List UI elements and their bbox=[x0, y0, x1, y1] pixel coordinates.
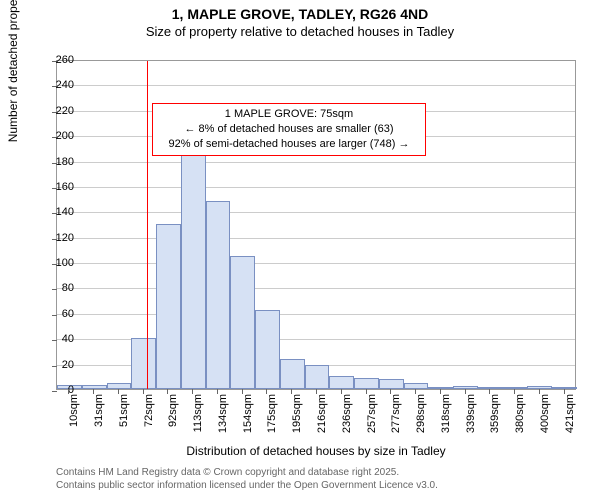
x-tick-label: 216sqm bbox=[316, 394, 328, 444]
x-tick-label: 10sqm bbox=[68, 394, 80, 444]
histogram-bar bbox=[206, 201, 231, 389]
y-tick-label: 100 bbox=[44, 257, 74, 269]
histogram-bar bbox=[552, 387, 577, 389]
y-tick-label: 160 bbox=[44, 181, 74, 193]
grid-line bbox=[57, 85, 575, 86]
grid-line bbox=[57, 212, 575, 213]
x-tick-label: 359sqm bbox=[489, 394, 501, 444]
x-tick-label: 175sqm bbox=[266, 394, 278, 444]
histogram-bar bbox=[156, 224, 181, 389]
histogram-bar bbox=[379, 379, 404, 389]
x-tick-label: 31sqm bbox=[93, 394, 105, 444]
x-tick-label: 298sqm bbox=[415, 394, 427, 444]
x-tick-label: 380sqm bbox=[514, 394, 526, 444]
y-tick-label: 60 bbox=[44, 308, 74, 320]
x-tick-label: 400sqm bbox=[539, 394, 551, 444]
x-tick-label: 339sqm bbox=[465, 394, 477, 444]
histogram-bar bbox=[305, 365, 330, 389]
x-axis-label: Distribution of detached houses by size … bbox=[56, 444, 576, 458]
annotation-line: 92% of semi-detached houses are larger (… bbox=[161, 137, 417, 152]
x-tick-label: 277sqm bbox=[390, 394, 402, 444]
x-tick-label: 154sqm bbox=[242, 394, 254, 444]
histogram-bar bbox=[453, 386, 478, 389]
x-tick-label: 257sqm bbox=[366, 394, 378, 444]
y-tick-label: 140 bbox=[44, 206, 74, 218]
histogram-bar bbox=[107, 383, 132, 389]
attribution-line: Contains public sector information licen… bbox=[56, 479, 438, 492]
y-tick-label: 80 bbox=[44, 282, 74, 294]
attribution-text: Contains HM Land Registry data © Crown c… bbox=[56, 466, 438, 492]
y-tick-label: 260 bbox=[44, 54, 74, 66]
annotation-line: ← 8% of detached houses are smaller (63) bbox=[161, 122, 417, 137]
histogram-chart: 1, MAPLE GROVE, TADLEY, RG26 4ND Size of… bbox=[0, 0, 600, 500]
histogram-bar bbox=[329, 376, 354, 389]
histogram-bar bbox=[181, 125, 206, 389]
y-tick-label: 240 bbox=[44, 79, 74, 91]
grid-line bbox=[57, 288, 575, 289]
x-tick-label: 421sqm bbox=[564, 394, 576, 444]
x-tick-label: 92sqm bbox=[167, 394, 179, 444]
x-tick-label: 195sqm bbox=[291, 394, 303, 444]
x-tick-label: 51sqm bbox=[118, 394, 130, 444]
x-tick-label: 236sqm bbox=[341, 394, 353, 444]
x-tick-label: 134sqm bbox=[217, 394, 229, 444]
y-tick-label: 220 bbox=[44, 105, 74, 117]
grid-line bbox=[57, 314, 575, 315]
x-tick-label: 113sqm bbox=[192, 394, 204, 444]
y-axis-label: Number of detached properties bbox=[6, 0, 20, 142]
y-tick-label: 40 bbox=[44, 333, 74, 345]
histogram-bar bbox=[354, 378, 379, 389]
attribution-line: Contains HM Land Registry data © Crown c… bbox=[56, 466, 438, 479]
grid-line bbox=[57, 187, 575, 188]
histogram-bar bbox=[255, 310, 280, 389]
x-tick-label: 72sqm bbox=[143, 394, 155, 444]
grid-line bbox=[57, 263, 575, 264]
histogram-bar bbox=[131, 338, 156, 389]
y-tick-label: 180 bbox=[44, 156, 74, 168]
histogram-bar bbox=[280, 359, 305, 389]
x-tick-label: 318sqm bbox=[440, 394, 452, 444]
histogram-bar bbox=[428, 387, 453, 389]
grid-line bbox=[57, 238, 575, 239]
y-tick-label: 200 bbox=[44, 130, 74, 142]
chart-title-sub: Size of property relative to detached ho… bbox=[0, 24, 600, 39]
y-tick-label: 120 bbox=[44, 232, 74, 244]
histogram-bar bbox=[230, 256, 255, 389]
grid-line bbox=[57, 162, 575, 163]
histogram-bar bbox=[527, 386, 552, 389]
y-tick-label: 20 bbox=[44, 359, 74, 371]
property-annotation: 1 MAPLE GROVE: 75sqm← 8% of detached hou… bbox=[152, 103, 426, 156]
annotation-line: 1 MAPLE GROVE: 75sqm bbox=[161, 107, 417, 122]
chart-title-main: 1, MAPLE GROVE, TADLEY, RG26 4ND bbox=[0, 6, 600, 22]
property-marker-line bbox=[147, 61, 148, 389]
